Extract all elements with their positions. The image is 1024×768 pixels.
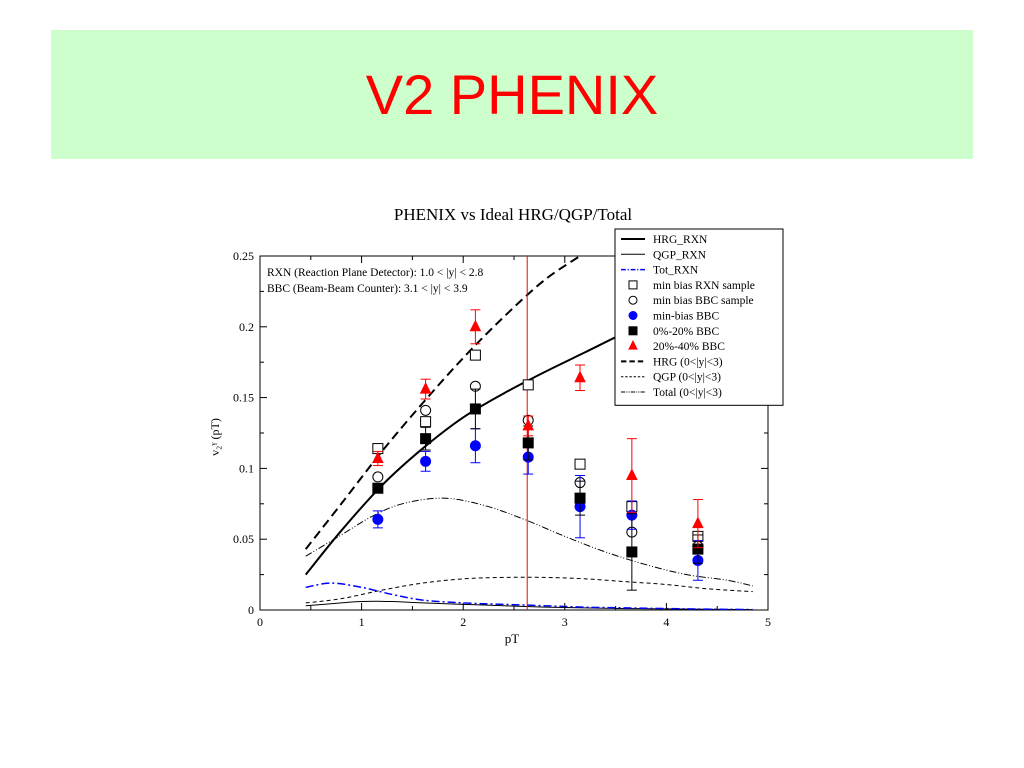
legend-swatch-min-bias-bbc-sample — [628, 295, 638, 305]
point-0-20-bbc — [372, 482, 384, 494]
x-tick-label: 3 — [562, 615, 568, 629]
x-tick-label: 4 — [663, 615, 669, 629]
point-20-40-bbc — [522, 418, 535, 431]
legend-label-min-bias-bbc: min-bias BBC — [653, 311, 719, 323]
point-0-20-bbc — [420, 433, 432, 445]
series-line-tot-rxn — [305, 582, 753, 610]
y-tick-label: 0.25 — [233, 249, 254, 263]
legend-swatch-min-bias-bbc — [628, 311, 638, 320]
legend-label-qgp-0-y-3: QGP (0<|y|<3) — [653, 372, 721, 384]
markers-layer — [372, 309, 704, 591]
legend-label-qgp-rxn: QGP_RXN — [653, 249, 707, 261]
point-min-bias-bbc-sample — [372, 471, 384, 483]
point-0-20-bbc — [574, 492, 586, 504]
chart-title: PHENIX vs Ideal HRG/QGP/Total — [394, 205, 632, 224]
point-min-bias-bbc — [469, 440, 481, 452]
x-tick-label: 1 — [359, 615, 365, 629]
y-tick-label: 0.1 — [239, 461, 254, 475]
legend-label-20-40-bbc: 20%-40% BBC — [653, 341, 725, 353]
y-tick-label: 0 — [248, 603, 254, 617]
chart-svg: PHENIX vs Ideal HRG/QGP/Total 0 1 2 3 4 5 0 0.0… — [208, 205, 784, 646]
annotation-line-bbc: BBC (Beam-Beam Counter): 3.1 < |y| < 3.9 — [267, 283, 468, 295]
legend-label-min-bias-bbc-sample: min bias BBC sample — [653, 295, 754, 307]
point-min-bias-rxn-sample — [469, 349, 481, 361]
point-20-40-bbc — [574, 370, 586, 383]
point-20-40-bbc — [372, 451, 384, 463]
legend-swatch-20-40-bbc — [628, 339, 638, 350]
y-tick-label: 0.15 — [233, 391, 254, 405]
point-0-20-bbc — [469, 403, 481, 415]
point-0-20-bbc — [522, 437, 534, 449]
y-tick-label: 0.2 — [239, 320, 254, 334]
series-line-hrg-0-y-3 — [304, 256, 581, 550]
point-min-bias-bbc — [420, 455, 432, 467]
chart-figure: PHENIX vs Ideal HRG/QGP/Total 0 1 2 3 4 5 0 0.0… — [185, 182, 842, 682]
legend-swatch-0-20-bbc — [628, 326, 638, 336]
point-20-40-bbc — [469, 319, 482, 332]
point-min-bias-bbc-sample — [420, 404, 432, 416]
legend-label-total-0-y-3: Total (0<|y|<3) — [653, 387, 722, 399]
legend-box — [614, 228, 784, 406]
point-min-bias-rxn-sample — [574, 458, 586, 470]
y-axis-label: v₂ᵞ (pT) — [208, 418, 222, 456]
legend-label-tot-rxn: Tot_RXN — [653, 265, 699, 277]
axes-layer: 0 1 2 3 4 5 0 0.05 0.1 0.15 0.2 0.25 — [233, 249, 771, 629]
annotation-box: RXN (Reaction Plane Detector): 1.0 < |y|… — [267, 267, 483, 295]
legend-swatch-min-bias-rxn-sample — [628, 280, 638, 290]
title-band: V2 PHENIX — [51, 30, 973, 159]
point-20-40-bbc — [626, 468, 638, 480]
x-tick-label: 0 — [257, 615, 263, 629]
series-line-qgp-0-y-3 — [305, 576, 753, 604]
point-20-40-bbc — [692, 516, 704, 529]
x-tick-label: 5 — [765, 615, 771, 629]
point-0-20-bbc — [626, 546, 638, 558]
point-20-40-bbc — [419, 381, 432, 394]
point-min-bias-bbc — [372, 513, 384, 525]
x-tick-label: 2 — [460, 615, 466, 629]
legend-label-0-20-bbc: 0%-20% BBC — [653, 326, 719, 338]
series-line-total-0-y-3 — [305, 497, 753, 587]
y-tick-label: 0.05 — [233, 532, 254, 546]
legend-label-min-bias-rxn-sample: min bias RXN sample — [653, 280, 755, 292]
x-axis-label: pT — [505, 631, 520, 646]
point-min-bias-rxn-sample — [420, 416, 432, 428]
annotation-line-rxn: RXN (Reaction Plane Detector): 1.0 < |y|… — [267, 267, 483, 279]
slide-title: V2 PHENIX — [365, 63, 659, 126]
legend-label-hrg-0-y-3: HRG (0<|y|<3) — [653, 356, 723, 368]
point-min-bias-rxn-sample — [522, 379, 534, 391]
legend-label-hrg-rxn: HRG_RXN — [653, 234, 708, 246]
